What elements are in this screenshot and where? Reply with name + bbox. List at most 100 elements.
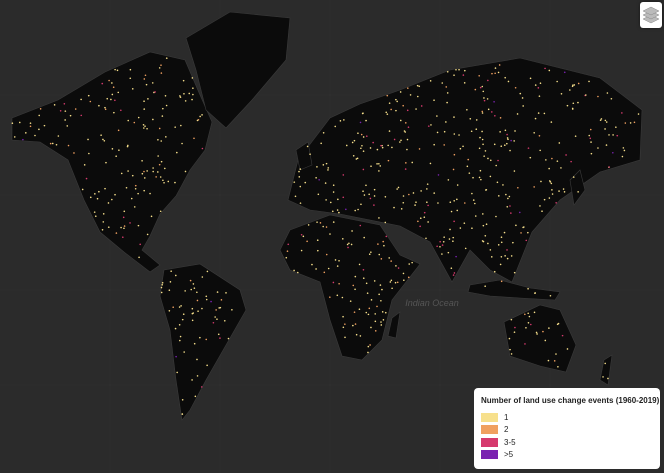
event-dot	[87, 138, 89, 141]
event-dot	[131, 174, 134, 177]
event-dot	[329, 201, 332, 204]
event-dot	[402, 195, 405, 197]
event-dot	[357, 208, 359, 211]
event-dot	[143, 100, 145, 102]
event-dot	[125, 186, 128, 189]
legend-item: >5	[481, 449, 653, 462]
event-dot	[191, 319, 194, 322]
event-dot	[540, 180, 542, 183]
event-dot	[452, 236, 455, 239]
event-dot	[507, 197, 509, 200]
event-dot	[66, 125, 69, 127]
event-dot	[407, 87, 409, 89]
event-dot	[539, 149, 541, 152]
event-dot	[129, 68, 132, 71]
event-dot	[405, 162, 407, 164]
event-dot	[365, 135, 368, 137]
event-dot	[412, 192, 415, 194]
event-dot	[93, 211, 96, 213]
event-dot	[471, 227, 473, 230]
event-dot	[332, 191, 335, 193]
event-dot	[223, 319, 226, 322]
event-dot	[287, 243, 290, 246]
event-dot	[370, 251, 372, 253]
event-dot	[293, 269, 295, 272]
event-dot	[373, 195, 376, 197]
event-dot	[89, 100, 92, 103]
event-dot	[543, 198, 546, 201]
event-dot	[334, 259, 337, 261]
event-dot	[612, 151, 614, 154]
event-dot	[453, 153, 456, 156]
event-dot	[544, 339, 547, 342]
event-dot	[22, 138, 24, 141]
event-dot	[216, 291, 219, 293]
event-dot	[373, 280, 376, 282]
event-dot	[436, 131, 439, 134]
event-dot	[468, 172, 471, 174]
event-dot	[616, 134, 619, 137]
event-dot	[612, 134, 614, 136]
event-dot	[89, 196, 92, 199]
event-dot	[107, 226, 110, 228]
event-dot	[127, 170, 129, 172]
event-dot	[527, 312, 529, 315]
event-dot	[487, 242, 489, 245]
layers-button[interactable]	[640, 2, 662, 28]
event-dot	[590, 141, 592, 143]
event-dot	[522, 226, 524, 229]
event-dots	[11, 57, 640, 415]
event-dot	[525, 239, 528, 242]
event-dot	[539, 82, 542, 84]
north-america	[11, 51, 213, 273]
event-dot	[368, 253, 371, 256]
event-dot	[120, 172, 123, 175]
event-dot	[391, 146, 393, 149]
event-dot	[563, 71, 566, 74]
event-dot	[497, 159, 499, 162]
event-dot	[178, 306, 181, 308]
ocean-label: Indian Ocean	[405, 298, 459, 308]
event-dot	[408, 263, 410, 265]
event-dot	[411, 161, 414, 164]
legend-swatch	[481, 412, 498, 422]
event-dot	[170, 270, 172, 273]
event-dot	[309, 153, 311, 155]
event-dot	[390, 279, 393, 282]
event-dot	[49, 142, 52, 145]
event-dot	[450, 210, 453, 213]
event-dot	[201, 114, 203, 116]
event-dot	[329, 233, 331, 235]
event-dot	[604, 362, 607, 365]
event-dot	[358, 308, 361, 311]
event-dot	[123, 227, 125, 230]
africa	[279, 214, 421, 361]
event-dot	[353, 139, 356, 142]
event-dot	[102, 213, 105, 215]
event-dot	[446, 92, 449, 94]
event-dot	[514, 86, 517, 89]
event-dot	[355, 333, 358, 336]
event-dot	[315, 268, 317, 270]
event-dot	[141, 172, 144, 175]
event-dot	[362, 150, 365, 152]
event-dot	[294, 195, 297, 198]
event-dot	[508, 195, 511, 198]
event-dot	[13, 136, 16, 138]
event-dot	[493, 270, 496, 273]
event-dot	[577, 82, 580, 85]
event-dot	[387, 159, 390, 162]
event-dot	[342, 315, 344, 318]
event-dot	[376, 148, 379, 151]
event-dot	[114, 193, 116, 196]
event-dot	[420, 190, 422, 192]
event-dot	[453, 74, 455, 76]
event-dot	[397, 267, 400, 269]
event-dot	[191, 312, 194, 315]
legend-label: 2	[504, 425, 509, 435]
event-dot	[370, 326, 372, 329]
event-dot	[479, 86, 482, 89]
event-dot	[498, 64, 501, 66]
event-dot	[512, 241, 514, 244]
event-dot	[359, 121, 362, 124]
